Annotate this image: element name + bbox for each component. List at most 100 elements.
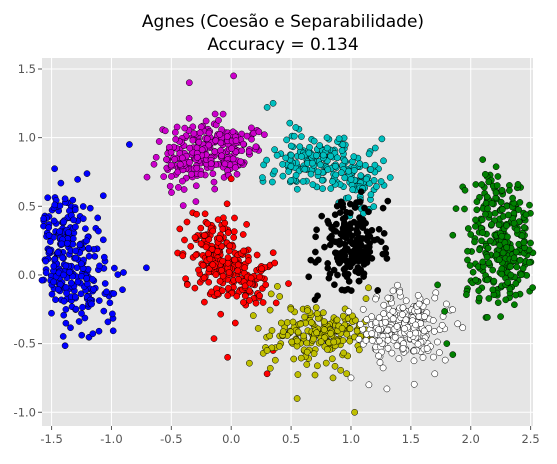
data-point (357, 161, 363, 167)
data-point (321, 319, 327, 325)
data-point (194, 154, 200, 160)
data-point (390, 288, 396, 294)
data-point (61, 219, 67, 225)
data-point (348, 221, 354, 227)
data-point (248, 275, 254, 281)
data-point (289, 339, 295, 345)
data-point (120, 269, 126, 275)
data-point (210, 228, 216, 234)
data-point (511, 255, 517, 261)
y-tick-label: -0.5 (14, 337, 36, 351)
data-point (523, 212, 529, 218)
data-point (518, 272, 524, 278)
data-point (228, 176, 234, 182)
data-point (216, 235, 222, 241)
data-point (430, 354, 436, 360)
data-point (524, 272, 530, 278)
data-point (180, 203, 186, 209)
data-point (340, 216, 346, 222)
data-point (260, 299, 266, 305)
data-point (491, 278, 497, 284)
data-point (102, 280, 108, 286)
data-point (380, 205, 386, 211)
data-point (364, 237, 370, 243)
data-point (358, 256, 364, 262)
data-point (401, 326, 407, 332)
data-point (200, 262, 206, 268)
data-point (203, 118, 209, 124)
data-point (381, 230, 387, 236)
data-point (341, 230, 347, 236)
data-point (70, 236, 76, 242)
data-point (350, 187, 356, 193)
data-point (212, 186, 218, 192)
y-axis: -1.0-0.50.00.51.01.5 (14, 62, 42, 419)
data-point (110, 328, 116, 334)
data-point (476, 295, 482, 301)
data-point (499, 271, 505, 277)
data-point (168, 149, 174, 155)
data-point (495, 173, 501, 179)
data-point (72, 207, 78, 213)
data-point (356, 215, 362, 221)
data-point (51, 279, 57, 285)
data-point (366, 151, 372, 157)
data-point (179, 155, 185, 161)
data-point (215, 117, 221, 123)
data-point (492, 210, 498, 216)
data-point (352, 409, 358, 415)
data-point (208, 161, 214, 167)
data-point (314, 363, 320, 369)
data-point (232, 165, 238, 171)
data-point (513, 292, 519, 298)
data-point (63, 320, 69, 326)
data-point (356, 336, 362, 342)
data-point (184, 219, 190, 225)
data-point (253, 300, 259, 306)
data-point (341, 350, 347, 356)
data-point (506, 187, 512, 193)
data-point (344, 331, 350, 337)
data-point (515, 181, 521, 187)
data-point (196, 139, 202, 145)
data-point (270, 100, 276, 106)
data-point (400, 305, 406, 311)
x-tick-label: -1.5 (40, 432, 62, 446)
data-point (392, 334, 398, 340)
data-point (351, 167, 357, 173)
data-point (509, 195, 515, 201)
data-point (499, 233, 505, 239)
data-point (280, 161, 286, 167)
data-point (48, 310, 54, 316)
data-point (306, 150, 312, 156)
data-point (62, 196, 68, 202)
data-point (225, 255, 231, 261)
data-point (413, 322, 419, 328)
data-point (380, 158, 386, 164)
data-point (311, 138, 317, 144)
data-point (192, 285, 198, 291)
data-point (181, 186, 187, 192)
data-point (41, 216, 47, 222)
data-point (300, 178, 306, 184)
data-point (245, 258, 251, 264)
data-point (364, 259, 370, 265)
data-point (220, 273, 226, 279)
data-point (308, 171, 314, 177)
data-point (411, 381, 417, 387)
data-point (320, 310, 326, 316)
data-point (156, 138, 162, 144)
data-point (70, 197, 76, 203)
data-point (358, 189, 364, 195)
data-point (144, 174, 150, 180)
data-point (298, 355, 304, 361)
data-point (312, 297, 318, 303)
data-point (308, 257, 314, 263)
data-point (103, 289, 109, 295)
data-point (212, 149, 218, 155)
data-point (268, 291, 274, 297)
data-point (312, 249, 318, 255)
data-point (184, 282, 190, 288)
data-point (360, 306, 366, 312)
data-point (450, 352, 456, 358)
